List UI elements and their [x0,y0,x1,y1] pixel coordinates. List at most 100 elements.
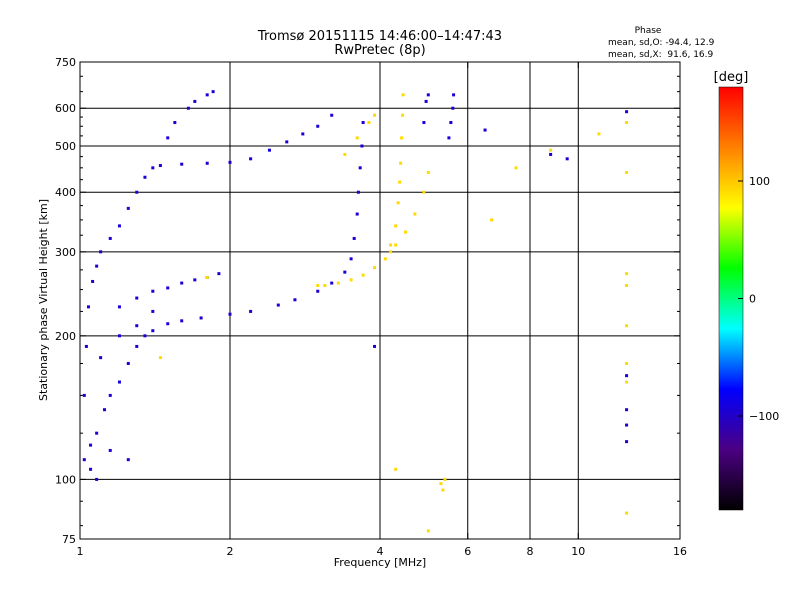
data-point-o [82,458,86,462]
data-point-o [103,408,107,412]
data-point-x [549,148,553,152]
y-tick-label: 600 [55,102,76,115]
x-tick-label: 10 [571,545,585,558]
data-point-o [143,334,147,338]
data-point-o [151,289,155,293]
data-point-o [151,166,155,170]
data-point-o [89,467,93,471]
data-point-o [117,380,121,384]
data-point-o [211,90,215,94]
data-point-o [108,236,112,240]
data-point-o [360,144,364,148]
data-point-o [249,157,253,161]
data-point-x [401,93,405,97]
data-point-o [180,162,184,166]
x-tick-label: 8 [527,545,534,558]
data-point-x [355,136,359,140]
data-point-o [228,160,232,164]
data-point-x [426,170,430,174]
data-point-x [394,224,398,228]
data-point-x [625,511,629,515]
data-point-x [316,283,320,287]
data-point-x [323,283,327,287]
data-point-o [447,136,451,140]
data-point-o [228,312,232,316]
data-point-x [422,190,426,194]
data-point-x [625,283,629,287]
data-point-x [205,276,209,280]
data-point-x [343,152,347,156]
data-point-o [199,316,203,320]
data-point-x [514,166,518,170]
data-point-o [166,136,170,140]
data-point-x [625,361,629,365]
data-point-o [625,423,629,427]
data-point-o [276,303,280,307]
data-point-o [84,344,88,348]
data-point-o [301,132,305,136]
data-point-o [180,319,184,323]
data-point-x [398,180,402,184]
y-tick-label: 300 [55,246,76,259]
data-point-o [166,286,170,290]
phase-stats-x: mean, sd,X: 91.6, 16.9 [608,50,714,60]
data-point-x [396,201,400,205]
data-point-o [135,324,139,328]
data-point-x [394,243,398,247]
data-point-o [86,305,90,309]
data-point-o [180,281,184,285]
data-point-o [95,431,99,435]
data-point-x [361,273,365,277]
colorbar-tick-label: 100 [749,175,770,188]
data-point-o [126,458,130,462]
axis-ticks: 1 2 4 6 8 10 16 75 100 200 300 400 500 600 750 [55,56,687,558]
data-point-o [426,93,430,97]
data-point-o [117,305,121,309]
data-points [82,90,629,533]
data-point-x [490,218,494,222]
data-point-x [336,281,340,285]
data-point-o [452,93,456,97]
data-point-o [625,110,629,114]
data-point-o [449,121,453,125]
colorbar-label: [deg] [714,70,749,85]
data-point-o [316,124,320,128]
data-point-o [108,448,112,452]
data-point-o [330,281,334,285]
data-point-x [373,266,377,270]
chart-subtitle: RwPretec (8p) [334,43,425,58]
data-point-x [441,488,445,492]
data-point-o [355,212,359,216]
data-point-o [343,270,347,274]
data-point-o [330,113,334,117]
x-tick-label: 4 [377,545,384,558]
data-point-x [389,243,393,247]
data-point-o [358,166,362,170]
data-point-o [249,309,253,313]
data-point-o [108,393,112,397]
data-point-o [483,128,487,132]
data-point-x [158,356,162,360]
y-tick-label: 200 [55,330,76,343]
data-point-o [99,250,103,254]
data-point-o [217,272,221,276]
y-axis-label: Stationary phase Virtual Height [km] [37,199,50,401]
data-point-o [625,374,629,378]
data-point-x [625,121,629,125]
data-point-x [426,529,430,533]
data-point-o [95,264,99,268]
data-point-x [401,113,405,117]
data-point-o [151,329,155,333]
data-point-x [399,161,403,165]
y-tick-label: 500 [55,140,76,153]
phase-stats-header: Phase [635,26,662,36]
data-point-x [394,467,398,471]
phase-stats-o: mean, sd,O: -94.4, 12.9 [608,38,715,48]
data-point-o [117,224,121,228]
colorbar-tick-label: −100 [749,410,779,423]
x-tick-label: 6 [464,545,471,558]
data-point-o [285,140,289,144]
data-point-o [352,236,356,240]
y-tick-label: 400 [55,186,76,199]
